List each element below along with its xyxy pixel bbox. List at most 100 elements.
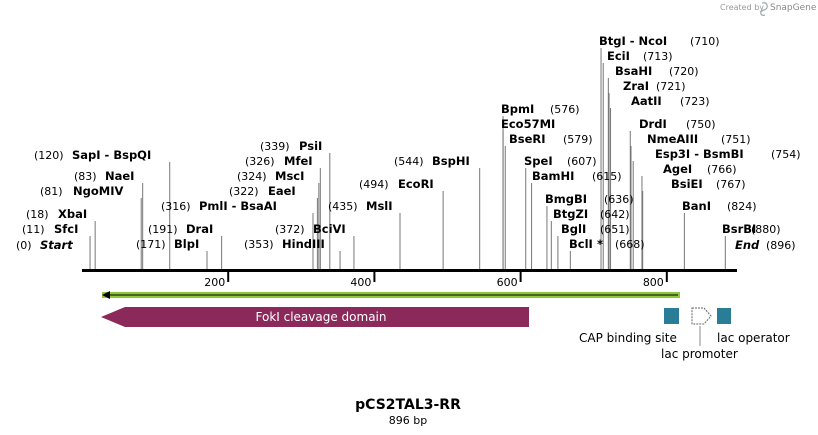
enzyme-name[interactable]: BpmI <box>501 102 534 116</box>
enzyme-name[interactable]: NaeI <box>105 169 134 183</box>
enzyme-name[interactable]: DrdI <box>639 117 667 131</box>
enzyme-position: (11) <box>22 223 45 236</box>
enzyme-name[interactable]: SpeI <box>524 154 553 168</box>
enzyme-position: (372) <box>275 223 305 236</box>
ruler-tick-label: 200 <box>204 276 225 289</box>
cap-binding-site-label: CAP binding site <box>579 331 677 345</box>
enzyme-position: (607) <box>567 155 597 168</box>
enzyme-name[interactable]: ZraI <box>623 79 649 93</box>
enzyme-name[interactable]: AatII <box>631 94 662 108</box>
credit-brand: SnapGene <box>770 3 817 13</box>
enzyme-name[interactable]: HindIII <box>282 237 325 251</box>
enzyme-position: (81) <box>40 185 63 198</box>
enzyme-name[interactable]: MfeI <box>284 154 313 168</box>
enzyme-position: (721) <box>656 80 686 93</box>
enzyme-name[interactable]: Esp3I - BsmBI <box>655 147 744 161</box>
enzyme-position: (120) <box>34 149 64 162</box>
enzyme-name[interactable]: XbaI <box>58 207 87 221</box>
enzyme-position: (651) <box>600 223 630 236</box>
enzyme-name[interactable]: EaeI <box>268 184 296 198</box>
ruler-tick-label: 800 <box>643 276 664 289</box>
enzyme-position: (83) <box>74 170 97 183</box>
orf-arrow <box>102 291 680 299</box>
cut-site-labels: XbaI (18) SfcI (11) NgoMIV (81) NaeI (83) SapI -… <box>22 34 801 251</box>
sequence-backbone <box>82 269 737 272</box>
start-position: (0) <box>16 239 32 252</box>
enzyme-position: (544) <box>394 155 424 168</box>
lac-operator-label: lac operator <box>717 331 790 345</box>
ruler-ticks: 200 400 600 800 <box>204 272 668 289</box>
enzyme-position: (353) <box>244 238 274 251</box>
lac-operator-feature: lac operator <box>717 308 790 345</box>
enzyme-name[interactable]: DraI <box>186 222 213 236</box>
enzyme-name[interactable]: BspHI <box>432 154 470 168</box>
enzyme-name[interactable]: SapI - BspQI <box>72 148 151 162</box>
enzyme-name[interactable]: MslI <box>366 199 393 213</box>
enzyme-position: (326) <box>245 155 275 168</box>
enzyme-position: (642) <box>600 208 630 221</box>
enzyme-name[interactable]: MscI <box>275 169 304 183</box>
enzyme-position: (18) <box>26 208 49 221</box>
enzyme-name[interactable]: BamHI <box>532 169 574 183</box>
lac-promoter-label: lac promoter <box>661 347 738 361</box>
enzyme-name[interactable]: BclI <box>569 237 593 251</box>
enzyme-position: (576) <box>550 103 580 116</box>
enzyme-position: (579) <box>563 133 593 146</box>
enzyme-position: (754) <box>771 148 801 161</box>
ruler-tick-label: 400 <box>350 276 371 289</box>
snapgene-logo-icon <box>760 2 768 16</box>
enzyme-position: (435) <box>328 200 358 213</box>
end-label: End <box>735 238 760 252</box>
enzyme-position: (767) <box>716 178 746 191</box>
enzyme-position: (615) <box>592 170 622 183</box>
enzyme-name[interactable]: AgeI <box>663 162 692 176</box>
methylation-star: * <box>597 237 603 251</box>
enzyme-position: (339) <box>260 140 290 153</box>
enzyme-name[interactable]: Eco57MI <box>501 117 555 131</box>
enzyme-name[interactable]: SfcI <box>54 222 78 236</box>
enzyme-position: (636) <box>604 193 634 206</box>
plasmid-name: pCS2TAL3-RR <box>355 397 461 413</box>
plasmid-length: 896 bp <box>389 414 427 427</box>
enzyme-name[interactable]: BglI <box>561 222 586 236</box>
enzyme-position: (750) <box>686 118 716 131</box>
lac-promoter-feature: lac promoter <box>661 307 738 361</box>
enzyme-name[interactable]: BmgBI <box>545 192 587 206</box>
enzyme-position: (723) <box>680 95 710 108</box>
cut-site-lines <box>89 48 726 269</box>
enzyme-name[interactable]: BsiEI <box>671 177 703 191</box>
cap-binding-site-feature: CAP binding site <box>579 308 679 345</box>
enzyme-position: (880) <box>751 223 781 236</box>
enzyme-position: (751) <box>721 133 751 146</box>
enzyme-name[interactable]: PsiI <box>299 139 322 153</box>
enzyme-name[interactable]: BseRI <box>509 132 546 146</box>
enzyme-name[interactable]: NmeAIII <box>647 132 698 146</box>
enzyme-position: (171) <box>136 238 166 251</box>
enzyme-name[interactable]: BtgI - NcoI <box>599 34 667 48</box>
enzyme-name[interactable]: BsaHI <box>615 64 652 78</box>
enzyme-name[interactable]: NgoMIV <box>73 184 123 198</box>
fokI-label: FokI cleavage domain <box>256 310 387 324</box>
enzyme-position: (191) <box>148 223 178 236</box>
enzyme-position: (316) <box>161 200 191 213</box>
enzyme-position: (824) <box>727 200 757 213</box>
enzyme-name[interactable]: EciI <box>607 49 630 63</box>
enzyme-name[interactable]: BsrBI <box>722 222 756 236</box>
enzyme-position: (720) <box>669 65 699 78</box>
enzyme-position: (494) <box>359 178 389 191</box>
enzyme-position: (766) <box>707 163 737 176</box>
enzyme-position: (324) <box>237 170 267 183</box>
start-label: Start <box>40 238 73 252</box>
enzyme-position: (322) <box>229 185 259 198</box>
credit-prefix: Created by <box>720 3 764 12</box>
enzyme-position: (710) <box>690 35 720 48</box>
fokI-cleavage-domain-feature: FokI cleavage domain <box>101 307 529 327</box>
end-position: (896) <box>766 239 796 252</box>
enzyme-name[interactable]: BciVI <box>313 222 346 236</box>
enzyme-name[interactable]: EcoRI <box>398 177 434 191</box>
enzyme-name[interactable]: PmlI - BsaAI <box>199 199 277 213</box>
enzyme-name[interactable]: BtgZI <box>553 207 588 221</box>
enzyme-name[interactable]: BlpI <box>174 237 199 251</box>
enzyme-name[interactable]: BanI <box>682 199 711 213</box>
